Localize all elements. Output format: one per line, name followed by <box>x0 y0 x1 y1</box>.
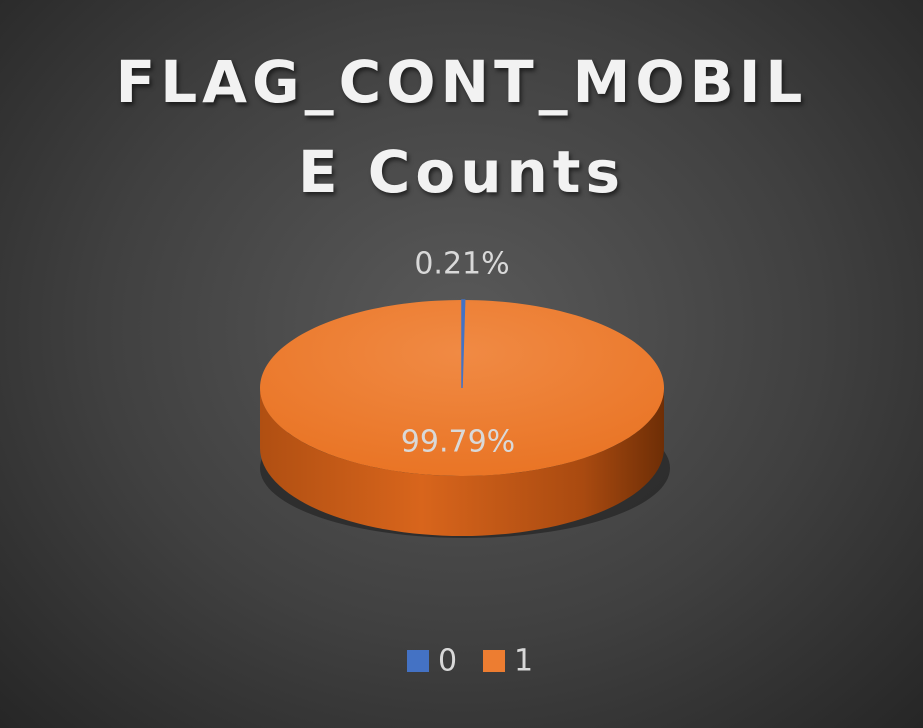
data-label-1: 99.79% <box>401 425 515 460</box>
chart-title-line-2: E Counts <box>297 138 626 206</box>
pie-slice-0 <box>461 299 466 389</box>
legend-swatch-1 <box>483 650 505 672</box>
chart-title-line-1: FLAG_CONT_MOBIL <box>115 48 808 116</box>
pie-side-wall <box>260 388 664 536</box>
legend-label-1: 1 <box>514 644 533 679</box>
legend-label-0: 0 <box>438 644 457 679</box>
legend-swatch-0 <box>407 650 429 672</box>
data-label-0: 0.21% <box>414 247 509 282</box>
